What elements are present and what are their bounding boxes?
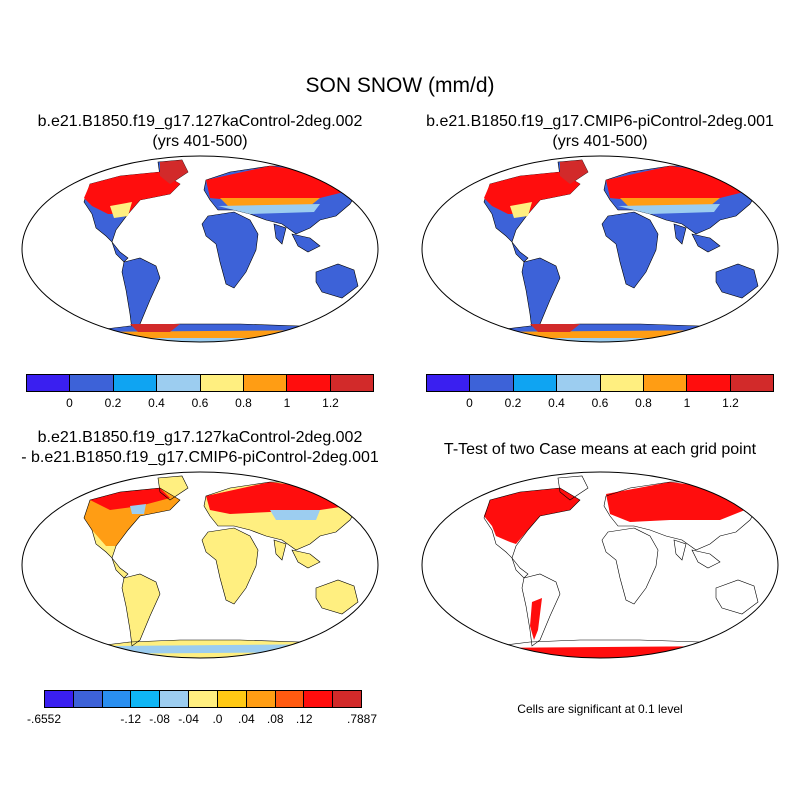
colorbar-tick-label: 0 <box>66 396 73 410</box>
colorbar-difference <box>44 690 362 708</box>
colorbar-box <box>160 691 190 707</box>
colorbar-tick-label: 0.6 <box>191 396 209 410</box>
panel-title-ttest-line1: T-Test of two Case means at each grid po… <box>443 441 757 458</box>
colorbar-tick-label: -.6552 <box>26 712 62 726</box>
colorbar-box <box>246 691 276 707</box>
colorbar-tick-label: 1.2 <box>322 396 339 410</box>
colorbar-tick-label: 1 <box>283 396 291 410</box>
globe-outline <box>21 471 379 659</box>
colorbar-tick-label: .12 <box>295 712 313 726</box>
panel-title-case2: b.e21.B1850.f19_g17.CMIP6-piControl-2deg… <box>420 112 780 152</box>
colorbar-box <box>157 375 201 391</box>
colorbar-tick-label: 0 <box>466 396 473 410</box>
panel-title-case1: b.e21.B1850.f19_g17.127kaControl-2deg.00… <box>20 112 380 152</box>
colorbar-mean-case1-labels: 0 0.2 0.4 0.6 0.8 1 1.2 <box>26 396 374 412</box>
colorbar-tick-label: 0.2 <box>104 396 122 410</box>
ocean <box>422 156 778 342</box>
colorbar-box <box>643 375 688 391</box>
colorbar-box <box>333 691 361 707</box>
globe-outline <box>421 155 779 343</box>
map-case1 <box>21 155 379 343</box>
colorbar-tick-label: 0.2 <box>504 396 522 410</box>
colorbar-tick-label: -.04 <box>178 712 199 726</box>
colorbar-box <box>513 375 558 391</box>
colorbar-tick-label: 1 <box>683 396 691 410</box>
colorbar-tick-label: 0.8 <box>235 396 252 410</box>
colorbar-box <box>600 375 644 391</box>
colorbar-mean-case1 <box>26 374 374 392</box>
colorbar-tick-label: -.08 <box>149 712 170 726</box>
colorbar-box <box>427 375 471 391</box>
colorbar-box <box>73 691 103 707</box>
panel-title-diff: b.e21.B1850.f19_g17.127kaControl-2deg.00… <box>0 428 400 468</box>
figure-title: SON SNOW (mm/d) <box>305 74 495 97</box>
colorbar-tick-label: 0.4 <box>148 396 165 410</box>
colorbar-tick-label: .0 <box>212 712 223 726</box>
colorbar-box <box>557 375 601 391</box>
colorbar-box <box>243 375 288 391</box>
panel-title-diff-line1: b.e21.B1850.f19_g17.127kaControl-2deg.00… <box>37 429 363 446</box>
globe-outline <box>421 471 779 659</box>
colorbar-box <box>217 691 247 707</box>
colorbar-tick-label: .7887 <box>346 712 378 726</box>
map-case2 <box>421 155 779 343</box>
panel-title-case2-line2: (yrs 401-500) <box>552 133 648 150</box>
colorbar-box <box>275 691 305 707</box>
colorbar-box <box>687 375 731 391</box>
colorbar-tick-label: .04 <box>238 712 255 726</box>
ocean <box>422 472 778 658</box>
colorbar-tick-label: 0.8 <box>635 396 652 410</box>
globe-outline <box>21 155 379 343</box>
colorbar-tick-label: 0.6 <box>591 396 609 410</box>
colorbar-tick-label: -.12 <box>120 712 142 726</box>
colorbar-box <box>287 375 331 391</box>
colorbar-box <box>45 691 74 707</box>
colorbar-tick-label: 1.2 <box>722 396 739 410</box>
colorbar-box <box>730 375 773 391</box>
panel-title-ttest: T-Test of two Case means at each grid po… <box>420 440 780 460</box>
colorbar-mean-case2-labels: 0 0.2 0.4 0.6 0.8 1 1.2 <box>426 396 774 412</box>
colorbar-box <box>113 375 158 391</box>
panel-title-case1-line1: b.e21.B1850.f19_g17.127kaControl-2deg.00… <box>37 113 363 130</box>
ocean <box>22 472 378 658</box>
panel-title-case1-line2: (yrs 401-500) <box>152 133 248 150</box>
colorbar-box <box>330 375 373 391</box>
map-ttest <box>421 471 779 659</box>
ocean <box>22 156 378 342</box>
panel-title-case2-line1: b.e21.B1850.f19_g17.CMIP6-piControl-2deg… <box>426 113 774 130</box>
colorbar-mean-case2 <box>426 374 774 392</box>
colorbar-box <box>304 691 334 707</box>
panel-title-diff-line2: - b.e21.B1850.f19_g17.CMIP6-piControl-2d… <box>21 449 379 466</box>
colorbar-box <box>200 375 244 391</box>
colorbar-difference-labels: -.6552 -.12 -.08 -.04 .0 .04 .08 .12 .7887 <box>27 712 377 728</box>
map-difference <box>21 471 379 659</box>
colorbar-tick-label: .08 <box>266 712 284 726</box>
colorbar-box <box>189 691 218 707</box>
colorbar-tick-label: 0.4 <box>548 396 565 410</box>
significance-note: Cells are significant at 0.1 level <box>517 702 683 716</box>
colorbar-box <box>27 375 71 391</box>
colorbar-box <box>470 375 514 391</box>
colorbar-box <box>70 375 114 391</box>
colorbar-box <box>102 691 132 707</box>
colorbar-box <box>131 691 161 707</box>
